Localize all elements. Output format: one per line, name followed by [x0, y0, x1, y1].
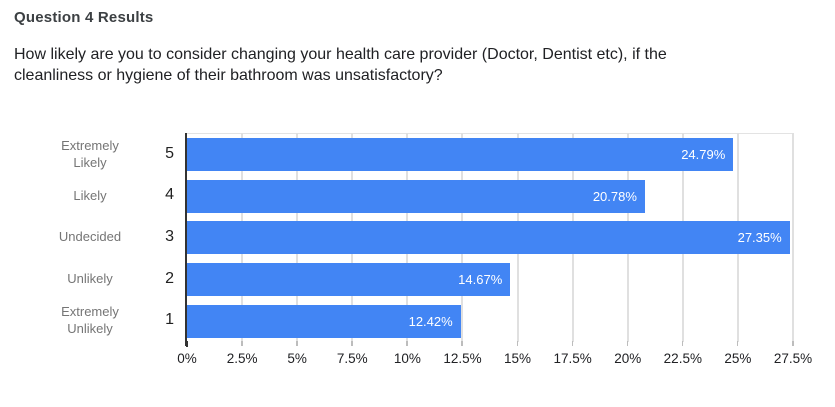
x-tick-label: 2.5% — [226, 351, 258, 366]
page-title: Question 4 Results — [14, 9, 154, 26]
x-tick-label: 12.5% — [443, 351, 482, 366]
x-tick-label: 20% — [614, 351, 642, 366]
category-label: Undecided — [58, 229, 122, 245]
category-label: Extremely Unlikely — [61, 304, 119, 337]
gridline — [792, 133, 794, 342]
x-axis-tick — [792, 341, 794, 346]
bar: 12.42% — [187, 304, 461, 338]
x-axis-tick — [626, 341, 629, 346]
x-tick-label: 17.5% — [553, 351, 592, 366]
bar-row: 12.42% — [187, 300, 793, 342]
scale-number: 1 — [165, 311, 174, 329]
x-tick-label: 27.5% — [773, 351, 813, 366]
x-axis-tick — [241, 341, 243, 346]
category-label-column: Extremely Likely Likely Undecided Unlikely E… — [50, 133, 130, 341]
x-tick-label: 22.5% — [663, 351, 702, 366]
scale-number-column: 5 4 3 2 1 — [138, 133, 174, 341]
x-tick-label: 25% — [724, 351, 752, 366]
bar-rows: 24.79% 20.78% 27.35% 14.67% 12.42% — [187, 134, 793, 342]
x-axis-tick — [406, 341, 408, 346]
bar: 27.35% — [187, 221, 790, 255]
x-axis-tick — [351, 341, 353, 346]
scale-number: 5 — [165, 144, 174, 162]
bar-row: 24.79% — [187, 134, 793, 176]
bar-value-label: 14.67% — [458, 272, 503, 288]
x-tick-label: 15% — [504, 351, 532, 366]
x-tick-label: 5% — [287, 351, 307, 366]
x-axis-tick — [516, 341, 519, 346]
x-axis-tick — [681, 341, 684, 346]
category-label: Likely — [73, 187, 107, 203]
x-axis-tick — [186, 341, 188, 347]
y-axis-line — [185, 133, 187, 346]
bar-value-label: 27.35% — [737, 230, 782, 246]
scale-number: 3 — [165, 227, 174, 245]
chart-plot-area: 24.79% 20.78% 27.35% 14.67% 12.42% — [187, 133, 794, 342]
x-tick-label: 10% — [393, 351, 421, 366]
x-tick-label: 7.5% — [336, 351, 368, 366]
x-axis-tick — [461, 341, 463, 346]
bar-row: 14.67% — [187, 259, 793, 301]
bar-value-label: 12.42% — [408, 313, 453, 329]
x-axis-tick — [736, 341, 739, 346]
bar-value-label: 20.78% — [592, 188, 637, 204]
x-axis-tick — [296, 341, 298, 346]
scale-number: 4 — [165, 186, 174, 204]
bar-row: 27.35% — [187, 217, 793, 259]
x-axis-tick — [571, 341, 574, 346]
question-text: How likely are you to consider changing … — [14, 46, 667, 84]
x-tick-label: 0% — [177, 351, 197, 366]
category-label: Unlikely — [67, 271, 113, 287]
bar-value-label: 24.79% — [681, 147, 726, 163]
bar-row: 20.78% — [187, 176, 793, 218]
bar: 14.67% — [187, 263, 511, 297]
category-label: Extremely Likely — [61, 137, 119, 170]
scale-number: 2 — [165, 269, 174, 287]
bar: 24.79% — [187, 138, 734, 172]
bar: 20.78% — [187, 179, 645, 213]
x-axis: 0% 2.5% 5% 7.5% 10% 12.5% 15% 17.5% 20% 22.5% 25% 2… — [177, 341, 812, 373]
